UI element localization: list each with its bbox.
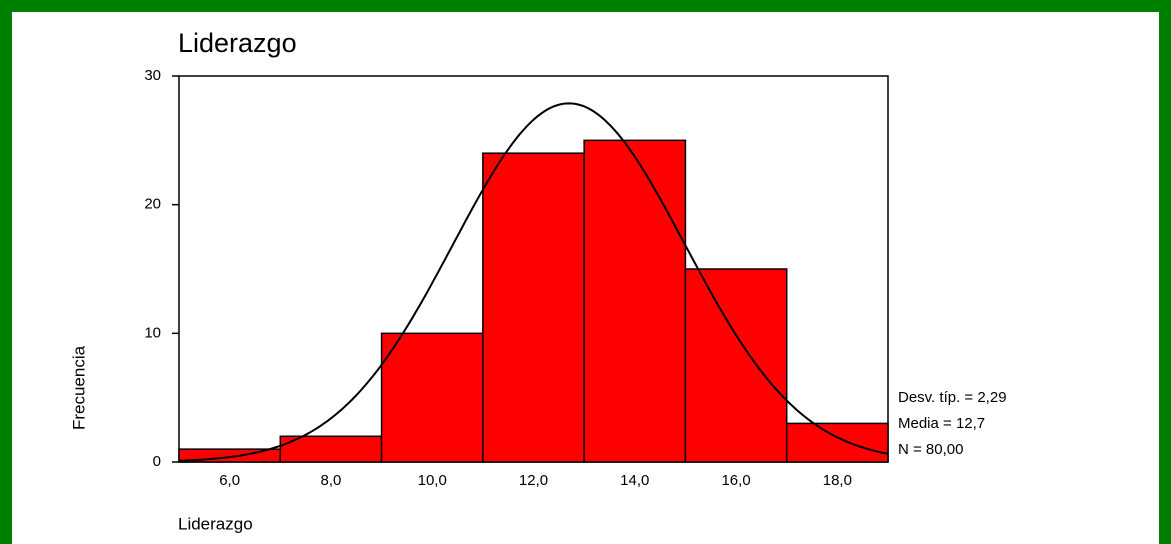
stat-label: Media = 12,7 [898,415,985,432]
chart-title: Liderazgo [178,28,297,58]
x-axis-label: Liderazgo [178,514,253,533]
y-tick-label: 0 [153,453,161,470]
x-tick-label: 14,0 [620,472,649,489]
x-tick-label: 10,0 [418,472,447,489]
stat-label: Desv. típ. = 2,29 [898,389,1007,406]
bar [380,332,484,463]
x-tick-label: 8,0 [320,472,341,489]
y-tick-label: 30 [144,67,161,84]
stat-label: N = 80,00 [898,441,963,458]
bar [583,139,687,463]
bar [684,268,788,463]
bar [279,435,383,463]
bar [482,152,585,463]
y-tick-label: 20 [144,196,161,213]
x-tick-label: 18,0 [823,472,852,489]
normal-curve [178,102,889,462]
chart: Liderazgo Liderazgo Frecuencia 0 10 20 30 6,… [12,12,1159,544]
y-tick-label: 10 [144,324,161,341]
y-axis-label: Frecuencia [69,345,88,430]
x-tick-label: 12,0 [519,472,548,489]
x-tick-label: 16,0 [721,472,750,489]
bar [785,422,889,463]
x-tick-label: 6,0 [219,472,240,489]
